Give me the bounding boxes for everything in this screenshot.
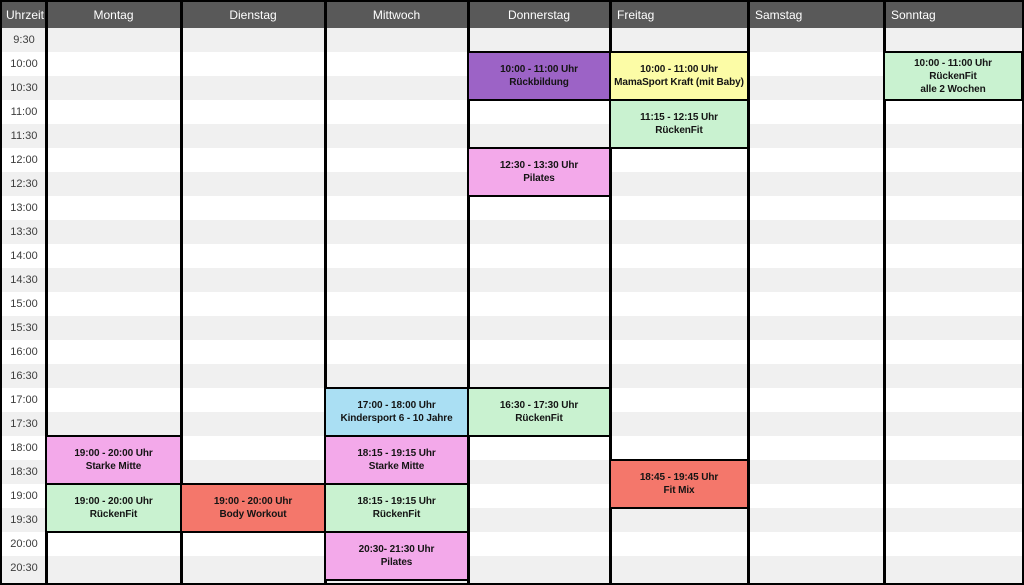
event-time: 10:00 - 11:00 Uhr <box>500 64 578 75</box>
time-row: 11:30 <box>2 124 1022 148</box>
time-label: 13:00 <box>10 202 38 214</box>
time-row: 13:00 <box>2 196 1022 220</box>
schedule-event: 19:00 - 20:00 Uhr Starke Mitte <box>45 435 182 485</box>
time-row: 20:00 <box>2 532 1022 556</box>
event-title: Pilates <box>380 557 413 568</box>
event-time: 17:00 - 18:00 Uhr <box>357 400 436 411</box>
day-header-mittwoch: Mittwoch <box>372 8 421 22</box>
event-time: 10:00 - 11:00 Uhr <box>914 57 992 69</box>
schedule-event: 18:45 - 19:45 Uhr Fit Mix <box>609 459 749 509</box>
schedule-event: 10:00 - 11:00 Uhr RückenFit alle 2 Wochen <box>883 51 1022 101</box>
column-divider <box>467 2 470 583</box>
day-header-donnerstag: Donnerstag <box>507 8 571 22</box>
event-time: 12:30 - 13:30 Uhr <box>499 160 579 171</box>
time-label: 10:00 <box>10 58 38 70</box>
time-row: 16:00 <box>2 340 1022 364</box>
schedule-event: 11:15 - 12:15 Uhr RückenFit <box>609 99 749 149</box>
event-title: RückenFit <box>929 70 977 82</box>
column-divider <box>180 2 183 583</box>
time-label: 20:00 <box>10 538 38 550</box>
schedule-event: 19:00 - 20:00 Uhr Body Workout <box>180 483 326 533</box>
column-divider <box>609 2 612 583</box>
event-time: 19:00 - 20:00 Uhr <box>74 496 153 507</box>
day-header-dienstag: Dienstag <box>229 8 277 22</box>
time-label: 18:30 <box>10 466 38 478</box>
schedule-event: 10:00 - 11:00 Uhr MamaSport Kraft (mit Ba… <box>609 51 749 101</box>
schedule-event: 18:15 - 19:15 Uhr Starke Mitte <box>324 435 469 485</box>
column-divider <box>45 2 48 583</box>
time-row: 13:30 <box>2 220 1022 244</box>
time-label: 17:00 <box>10 394 38 406</box>
time-label: 17:30 <box>10 418 38 430</box>
event-title: RückenFit <box>372 509 421 520</box>
schedule-event: 10:00 - 11:00 Uhr Rückbildung <box>467 51 611 101</box>
event-time: 19:00 - 20:00 Uhr <box>74 448 153 459</box>
day-header-montag: Montag <box>93 8 134 22</box>
column-divider <box>324 2 327 583</box>
time-row: 14:00 <box>2 244 1022 268</box>
time-label: 19:30 <box>10 514 38 526</box>
time-row: 14:30 <box>2 268 1022 292</box>
event-title: RückenFit <box>89 509 138 520</box>
time-row: 9:30 <box>2 28 1022 52</box>
schedule-event: 20:30- 21:30 Uhr Pilates <box>324 531 469 581</box>
time-label: 14:00 <box>10 250 38 262</box>
time-column-header: Uhrzeit <box>6 8 45 22</box>
day-header-freitag: Freitag <box>617 8 655 22</box>
event-title: Starke Mitte <box>368 461 425 472</box>
time-label: 13:30 <box>10 226 38 238</box>
event-time: 20:30- 21:30 Uhr <box>358 544 435 555</box>
schedule-event: 18:15 - 19:15 Uhr RückenFit <box>324 483 469 533</box>
event-title: Kindersport 6 - 10 Jahre <box>340 413 453 424</box>
event-title: RückenFit <box>655 125 703 136</box>
event-title: MamaSport Kraft (mit Baby) <box>614 77 744 88</box>
time-label: 16:00 <box>10 346 38 358</box>
event-time: 10:00 - 11:00 Uhr <box>640 64 718 75</box>
time-label: 16:30 <box>10 370 38 382</box>
time-label: 20:30 <box>10 562 38 574</box>
event-title: Rückbildung <box>509 77 569 88</box>
time-row: 20:30 <box>2 556 1022 583</box>
event-time: 18:15 - 19:15 Uhr <box>357 496 436 507</box>
header-row <box>2 2 1022 28</box>
time-row: 11:00 <box>2 100 1022 124</box>
day-header-samstag: Samstag <box>755 8 803 22</box>
event-subtitle: alle 2 Wochen <box>920 83 986 95</box>
time-label: 14:30 <box>10 274 38 286</box>
schedule-event: 17:00 - 18:00 Uhr Kindersport 6 - 10 Jahr… <box>324 387 469 437</box>
event-time: 11:15 - 12:15 Uhr <box>640 112 718 123</box>
time-label: 19:00 <box>10 490 38 502</box>
time-row: 15:00 <box>2 292 1022 316</box>
time-row: 15:30 <box>2 316 1022 340</box>
time-row: 16:30 <box>2 364 1022 388</box>
schedule-event: 12:30 - 13:30 Uhr Pilates <box>467 147 611 197</box>
time-label: 18:00 <box>10 442 38 454</box>
time-label: 12:00 <box>10 154 38 166</box>
column-divider <box>883 2 886 583</box>
time-label: 15:00 <box>10 298 38 310</box>
schedule-event: 19:00 - 20:00 Uhr RückenFit <box>45 483 182 533</box>
time-label: 10:30 <box>10 82 38 94</box>
event-time: 18:15 - 19:15 Uhr <box>357 448 436 459</box>
event-time: 19:00 - 20:00 Uhr <box>213 496 293 507</box>
event-title: Starke Mitte <box>85 461 142 472</box>
event-title: Pilates <box>523 173 555 184</box>
time-label: 11:30 <box>10 130 38 142</box>
event-title: Fit Mix <box>663 485 695 496</box>
day-header-sonntag: Sonntag <box>891 8 936 22</box>
time-label: 9:30 <box>13 34 35 46</box>
time-label: 12:30 <box>10 178 38 190</box>
event-time: 18:45 - 19:45 Uhr <box>639 472 719 483</box>
column-divider <box>747 2 750 583</box>
time-label: 11:00 <box>10 106 38 118</box>
time-label: 15:30 <box>10 322 38 334</box>
event-title: Body Workout <box>219 509 287 520</box>
event-time: 16:30 - 17:30 Uhr <box>499 400 579 411</box>
event-title: RückenFit <box>515 413 563 424</box>
schedule-event: 16:30 - 17:30 Uhr RückenFit <box>467 387 611 437</box>
